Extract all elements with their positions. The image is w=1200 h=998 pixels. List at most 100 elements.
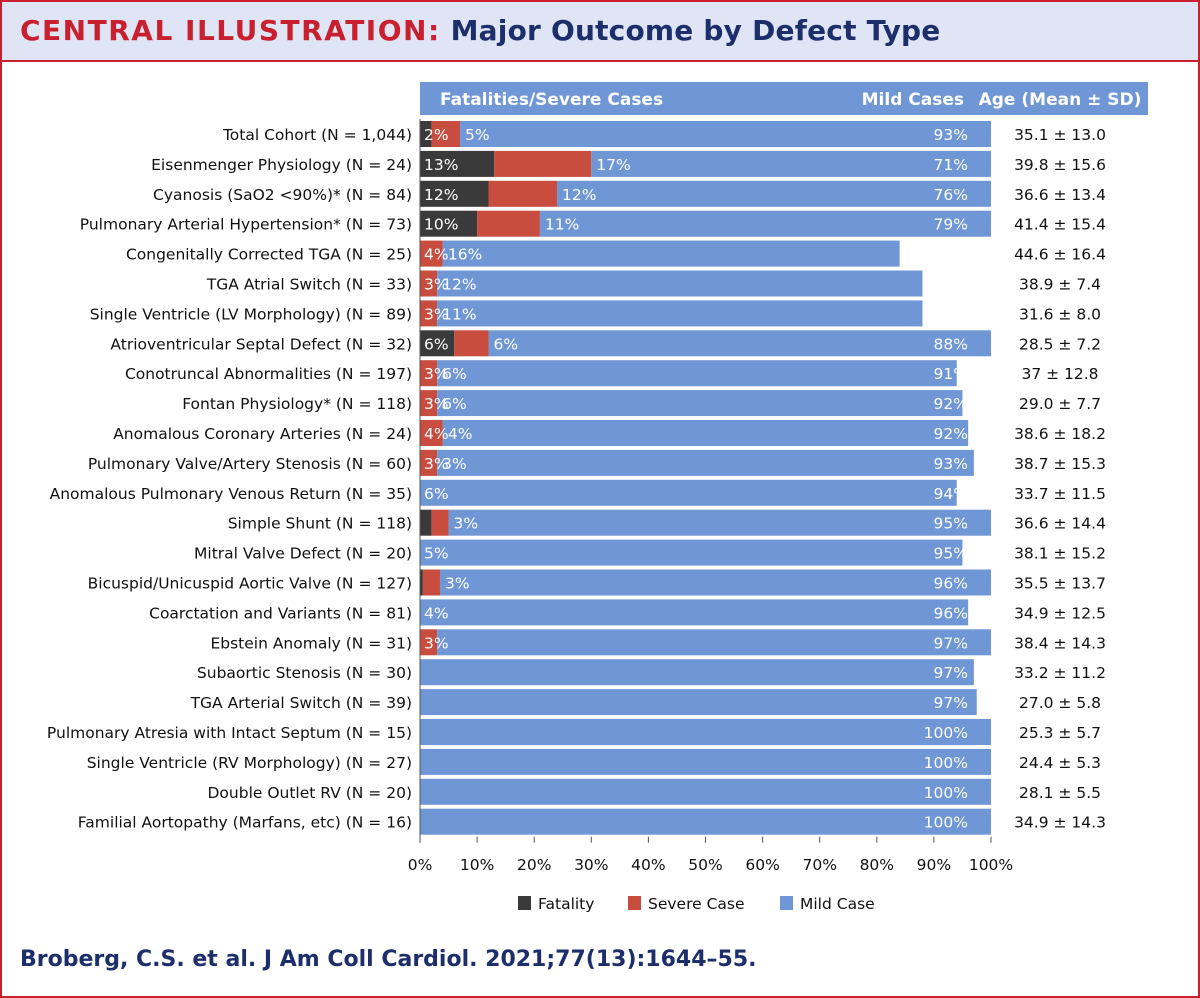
- label-fatality: 3%: [424, 455, 449, 473]
- label-severe: 6%: [442, 365, 467, 383]
- label-mild: 88%: [934, 335, 968, 353]
- bar-fatality: [420, 121, 432, 147]
- citation: Broberg, C.S. et al. J Am Coll Cardiol. …: [20, 947, 757, 972]
- label-fatality: 3%: [424, 634, 449, 652]
- label-mild: 96%: [934, 575, 968, 593]
- category-label: Atrioventricular Septal Defect (N = 32): [110, 335, 412, 353]
- label-severe: 4%: [448, 425, 473, 443]
- category-label: Simple Shunt (N = 118): [228, 515, 412, 533]
- label-mild: 94%: [934, 485, 968, 503]
- header-banner: CENTRAL ILLUSTRATION: Major Outcome by D…: [2, 2, 1198, 62]
- label-mild: 76%: [934, 186, 968, 204]
- bar-mild: [437, 300, 923, 327]
- age-value: 44.6 ± 16.4: [1014, 246, 1106, 264]
- x-tick-label: 40%: [631, 856, 665, 874]
- category-label: Anomalous Pulmonary Venous Return (N = 3…: [50, 485, 412, 503]
- legend-swatch-severe: [628, 896, 641, 910]
- age-value: 33.7 ± 11.5: [1014, 485, 1106, 503]
- legend-label-mild: Mild Case: [800, 895, 875, 913]
- legend-swatch-fatality: [518, 896, 531, 910]
- label-severe: 3%: [445, 575, 470, 593]
- category-label: Eisenmenger Physiology (N = 24): [151, 156, 412, 174]
- bar-severe: [420, 300, 438, 327]
- age-value: 28.1 ± 5.5: [1019, 784, 1101, 802]
- label-severe: 16%: [448, 246, 482, 264]
- age-value: 31.6 ± 8.0: [1019, 305, 1101, 323]
- category-label: Bicuspid/Unicuspid Aortic Valve (N = 127…: [88, 575, 412, 593]
- category-label: Anomalous Coronary Arteries (N = 24): [113, 425, 412, 443]
- bar-fatality: [420, 330, 455, 357]
- age-value: 36.6 ± 14.4: [1014, 515, 1106, 533]
- age-value: 27.0 ± 5.8: [1019, 694, 1101, 712]
- category-label: Subaortic Stenosis (N = 30): [197, 664, 412, 682]
- x-tick-label: 90%: [917, 856, 951, 874]
- bar-mild: [539, 210, 991, 237]
- age-value: 39.8 ± 15.6: [1014, 156, 1106, 174]
- age-value: 36.6 ± 13.4: [1014, 186, 1106, 204]
- label-mild: 91%: [934, 365, 968, 383]
- bar-fatality: [420, 150, 495, 177]
- legend-label-severe: Severe Case: [648, 895, 745, 913]
- bar-fatality: [420, 509, 432, 536]
- legend-label-fatality: Fatality: [538, 895, 594, 913]
- label-mild: 100%: [924, 754, 968, 772]
- bar-severe: [420, 240, 443, 267]
- age-value: 38.7 ± 15.3: [1014, 455, 1106, 473]
- label-severe: 11%: [545, 216, 579, 234]
- bar-severe: [420, 420, 443, 446]
- age-value: 41.4 ± 15.4: [1014, 216, 1106, 234]
- label-fatality: 2%: [424, 126, 449, 144]
- label-mild: 71%: [934, 156, 968, 174]
- label-severe: 12%: [562, 186, 596, 204]
- header-age: Age (Mean ± SD): [979, 90, 1142, 110]
- label-mild: 97%: [934, 664, 968, 682]
- label-mild: 79%: [934, 216, 968, 234]
- bar-mild: [591, 150, 991, 177]
- category-label: Fontan Physiology* (N = 118): [182, 395, 412, 413]
- age-value: 38.9 ± 7.4: [1019, 276, 1101, 294]
- bar-severe: [431, 509, 449, 536]
- bar-mild: [420, 479, 957, 506]
- bar-mild: [437, 270, 923, 297]
- bar-mild: [420, 689, 977, 716]
- x-tick-label: 20%: [517, 856, 551, 874]
- label-mild: 95%: [934, 515, 968, 533]
- legend-swatch-mild: [780, 896, 793, 910]
- label-fatality: 3%: [424, 276, 449, 294]
- bar-severe: [420, 360, 438, 387]
- bar-mild: [420, 748, 991, 775]
- label-fatality: 3%: [424, 305, 449, 323]
- label-mild: 100%: [924, 724, 968, 742]
- category-label: Congenitally Corrected TGA (N = 25): [126, 246, 412, 264]
- bar-mild: [442, 420, 969, 446]
- bar-fatality: [420, 180, 489, 207]
- bar-fatality: [420, 210, 478, 237]
- category-label: Mitral Valve Defect (N = 20): [194, 545, 412, 563]
- bar-mild: [459, 121, 992, 147]
- label-severe: 12%: [442, 276, 476, 294]
- bar-mild: [488, 330, 991, 357]
- label-fatality: 10%: [424, 216, 458, 234]
- bar-mild: [437, 390, 963, 417]
- label-severe: 6%: [494, 335, 519, 353]
- label-mild: 85%: [934, 305, 968, 323]
- age-value: 38.1 ± 15.2: [1014, 545, 1106, 563]
- category-label: Pulmonary Valve/Artery Stenosis (N = 60): [88, 455, 412, 473]
- label-severe: 3%: [442, 455, 467, 473]
- category-label: Single Ventricle (LV Morphology) (N = 89…: [90, 305, 412, 323]
- label-severe: 5%: [465, 126, 490, 144]
- label-severe: 3%: [454, 515, 479, 533]
- label-mild: 96%: [934, 604, 968, 622]
- label-fatality: 4%: [424, 246, 449, 264]
- x-tick-label: 80%: [860, 856, 894, 874]
- category-label: Ebstein Anomaly (N = 31): [210, 634, 412, 652]
- category-label: Coarctation and Variants (N = 81): [149, 604, 412, 622]
- bar-mild: [420, 539, 963, 566]
- category-label: TGA Atrial Switch (N = 33): [206, 276, 412, 294]
- label-severe: 17%: [596, 156, 630, 174]
- bar-mild: [420, 778, 991, 805]
- label-mild: 93%: [934, 126, 968, 144]
- bar-severe: [420, 270, 438, 297]
- label-severe: 6%: [442, 395, 467, 413]
